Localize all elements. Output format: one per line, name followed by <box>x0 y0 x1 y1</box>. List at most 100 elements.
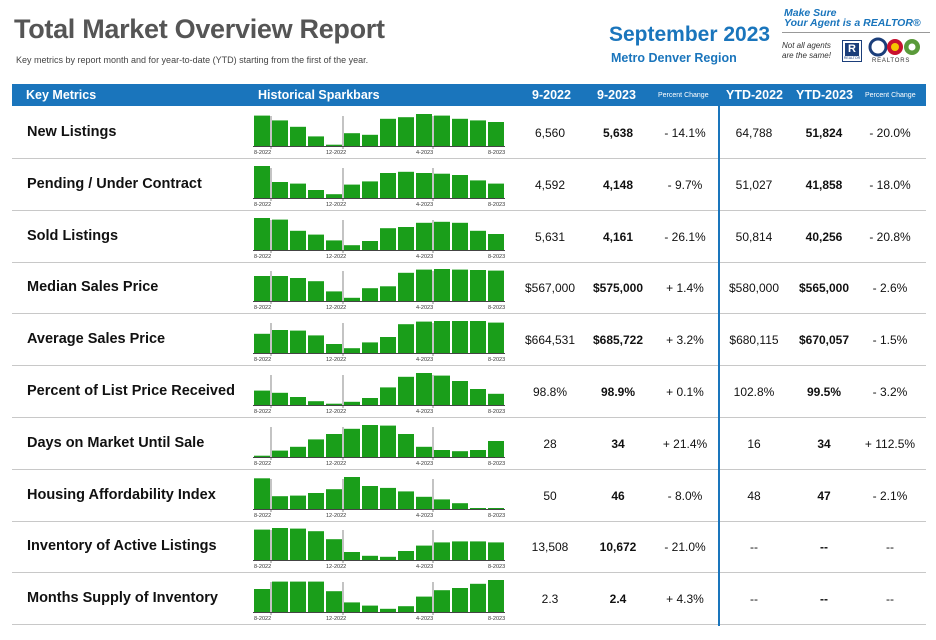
metric-curr-value: 4,161 <box>602 229 634 244</box>
metric-label: Percent of List Price Received <box>27 383 235 399</box>
sparkbar-axis-label: 12-2022 <box>326 461 346 466</box>
metric-row: New Listings 6,560 5,638 - 14.1% 64,788 51,82… <box>12 107 926 159</box>
sparkbar-axis-label: 8-2022 <box>254 616 271 621</box>
sparkbar <box>488 580 504 613</box>
sparkbar-axis-label: 8-2022 <box>254 254 271 259</box>
metric-ytd-pct-value: - 20.0% <box>869 126 911 140</box>
sparkbar <box>488 393 504 405</box>
sparkbar <box>434 375 450 405</box>
sparkbar-axis-label: 12-2022 <box>326 150 346 155</box>
metric-label: Average Sales Price <box>27 331 166 348</box>
sparkbar <box>380 387 396 405</box>
sparkbar <box>290 446 306 457</box>
sparkbar-axis-label: 8-2023 <box>488 202 505 207</box>
sparkbar <box>362 342 378 354</box>
sparkbar <box>470 449 486 457</box>
sparkbar <box>290 495 306 509</box>
metric-ytd-prev-value: 48 <box>747 488 761 503</box>
sparkbar <box>398 171 414 198</box>
sparkbar <box>272 181 288 198</box>
sparkbar-axis-label: 8-2023 <box>488 461 505 466</box>
sparkbar <box>398 117 414 146</box>
sparkbar <box>470 541 486 561</box>
sparkbar <box>380 608 396 613</box>
sparkbar <box>380 118 396 146</box>
sparkbar-axis-label: 8-2022 <box>254 202 271 207</box>
sparkbar <box>362 605 378 613</box>
col-ytd-pct: Percent Change <box>865 92 916 99</box>
col-curr: 9-2023 <box>597 88 636 102</box>
metric-curr-value: 34 <box>611 436 625 451</box>
sparkbar <box>254 589 270 613</box>
sparkbar-chart: 8-2022 12-2022 4-2023 8-2023 <box>253 321 505 362</box>
metric-pct-value: + 4.3% <box>666 592 704 607</box>
metric-ytd-prev-value: -- <box>750 592 758 607</box>
sparkbar-axis-label: 4-2023 <box>416 254 433 259</box>
sparkbar <box>434 449 450 457</box>
sparkbar <box>488 270 504 302</box>
sparkbar <box>290 183 306 198</box>
sparkbar <box>452 502 468 509</box>
metric-ytd-prev-value: 102.8% <box>733 385 775 399</box>
sparkbar <box>416 545 432 561</box>
metric-ytd-curr-value: 40,256 <box>805 229 843 244</box>
sparkbar-axis-label: 12-2022 <box>326 513 346 518</box>
sparkbar <box>434 498 450 509</box>
sparkbar <box>398 226 414 250</box>
brand-tagline-1: Make Sure <box>784 7 837 19</box>
sparkbar-axis-label: 12-2022 <box>326 357 346 362</box>
realtor-r-logo: R REALTOR <box>842 40 862 62</box>
sparkbar-axis-label: 4-2023 <box>416 202 433 207</box>
report-month: September 2023 <box>609 23 771 46</box>
metric-row: Inventory of Active Listings 13,508 10,672… <box>12 521 926 574</box>
sparkbar-axis-label: 8-2023 <box>488 564 505 569</box>
sparkbar <box>254 390 270 405</box>
metric-ytd-curr-value: 41,858 <box>805 177 843 192</box>
metric-ytd-pct-value: - 18.0% <box>869 177 911 192</box>
sparkbar <box>434 590 450 613</box>
sparkbar <box>398 376 414 405</box>
association-label: REALTORS <box>872 58 911 64</box>
sparkbar <box>308 136 324 146</box>
metric-ytd-pct-value: -- <box>886 540 894 555</box>
metric-prev-value: $567,000 <box>524 281 576 296</box>
metric-label: New Listings <box>27 124 117 140</box>
sparkbar-axis-label: 12-2022 <box>326 564 346 569</box>
sparkbar-chart: 8-2022 12-2022 4-2023 8-2023 <box>253 165 505 207</box>
sparkbar-axis-label: 4-2023 <box>416 461 433 466</box>
col-prev: 9-2022 <box>532 88 571 102</box>
colorado-association-logo: REALTORS <box>868 37 928 65</box>
metric-row: Percent of List Price Received 98.8% 98.9%… <box>12 366 926 418</box>
sparkbar <box>344 348 360 354</box>
metric-ytd-curr-value: $670,057 <box>798 333 850 348</box>
sparkbar <box>452 118 468 146</box>
sparkbar <box>398 551 414 561</box>
sparkbar <box>272 219 288 250</box>
sparkbar <box>326 539 342 561</box>
sparkbar-chart: 8-2022 12-2022 4-2023 8-2023 <box>253 580 505 621</box>
sparkbar <box>362 181 378 198</box>
sparkbar <box>272 276 288 302</box>
col-ytd-curr: YTD-2023 <box>796 88 853 102</box>
col-metric: Key Metrics <box>26 88 97 102</box>
sparkbar <box>416 172 432 198</box>
sparkbar <box>452 541 468 561</box>
metric-curr-value: 98.9% <box>600 385 636 399</box>
sparkbar <box>272 330 288 354</box>
col-ytd-prev: YTD-2022 <box>726 88 783 102</box>
sparkbar <box>452 174 468 198</box>
sparkbar <box>290 126 306 146</box>
col-pct: Percent Change <box>658 92 709 99</box>
metric-curr-value: 5,638 <box>602 126 634 140</box>
metric-prev-value: 6,560 <box>534 126 566 140</box>
sparkbar <box>398 490 414 509</box>
sparkbar <box>344 552 360 561</box>
sparkbar-axis-label: 12-2022 <box>326 202 346 207</box>
sparkbar-axis-label: 8-2023 <box>488 616 505 621</box>
metric-row: Pending / Under Contract 4,592 4,148 - 9.7%… <box>12 159 926 211</box>
sparkbar <box>362 288 378 302</box>
metric-row: Days on Market Until Sale 28 34 + 21.4% 16 34… <box>12 418 926 470</box>
sparkbar-axis-label: 8-2023 <box>488 305 505 310</box>
metric-prev-value: 4,592 <box>534 177 566 192</box>
metric-curr-value: 10,672 <box>599 540 637 555</box>
